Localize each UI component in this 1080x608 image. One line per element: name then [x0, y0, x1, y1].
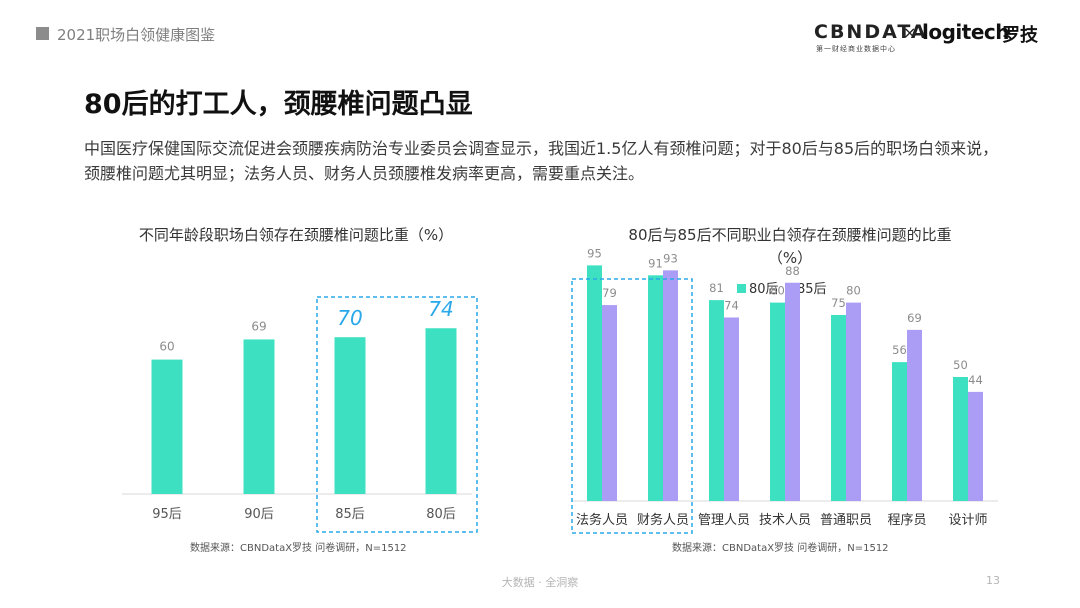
chart2-bar-80后 — [648, 275, 663, 501]
chart1-data-label: 74 — [428, 297, 453, 321]
logitech-cn-logo: 罗技 — [1002, 25, 1038, 46]
chart1-bar — [334, 337, 366, 494]
chart2-bar-85后 — [968, 391, 983, 501]
legend-label-85: 85后 — [797, 282, 827, 297]
chart1-bar — [243, 339, 275, 494]
chart1-tick-label: 80后 — [426, 507, 456, 522]
chart2-data-label: 93 — [663, 251, 678, 265]
cbndata-logo: CBNDATA — [814, 21, 928, 43]
chart2-data-label: 81 — [709, 281, 724, 295]
cbndata-subtitle: 第一财经商业数据中心 — [816, 45, 896, 53]
logitech-logo: logitech — [922, 20, 1010, 44]
chart1-bar — [425, 328, 457, 494]
chart2-data-label: 50 — [953, 358, 968, 372]
chart2-bar-80后 — [831, 315, 846, 501]
chart2-data-label: 88 — [785, 264, 800, 278]
chart1-tick-label: 95后 — [152, 507, 182, 522]
chart2-tick-label: 管理人员 — [698, 513, 750, 528]
chart2-title-unit: （%） — [768, 249, 812, 267]
chart2-bar-85后 — [907, 329, 922, 501]
footer-slogan: 大数据 · 全洞察 — [501, 576, 579, 589]
chart2-tick-label: 程序员 — [887, 513, 926, 528]
chart1-data-label: 69 — [251, 319, 266, 333]
chart2-data-label: 74 — [724, 298, 739, 312]
chart2-tick-label: 设计师 — [948, 513, 987, 528]
chart1-data-label: 70 — [337, 306, 362, 330]
chart2-title: 80后与85后不同职业白领存在颈腰椎问题的比重 — [628, 226, 951, 244]
report-title: 2021职场白领健康图鉴 — [57, 26, 216, 44]
legend-swatch-80 — [737, 284, 746, 293]
chart1-tick-label: 85后 — [335, 507, 365, 522]
intro-paragraph: 中国医疗保健国际交流促进会颈腰疾病防治专业委员会调查显示，我国近1.5亿人有颈椎… — [84, 139, 999, 183]
chart1-bar — [151, 359, 183, 494]
chart2-data-label: 80 — [846, 284, 861, 298]
chart1-highlight-box — [316, 296, 478, 533]
chart1-source: 数据来源：CBNDataX罗技 问卷调研，N=1512 — [190, 541, 407, 554]
chart2-tick-label: 技术人员 — [759, 513, 811, 528]
chart2-data-label: 91 — [648, 256, 663, 270]
chart2-bar-80后 — [892, 362, 907, 501]
chart2-data-label: 69 — [907, 311, 922, 325]
chart1-data-label: 60 — [159, 340, 174, 354]
chart2-data-label: 79 — [602, 286, 617, 300]
chart2-bar-80后 — [953, 377, 968, 501]
page-number: 13 — [986, 574, 1000, 587]
chart2-bar-80后 — [770, 302, 785, 501]
chart2-data-label: 95 — [587, 246, 602, 260]
chart2-data-label: 80 — [770, 284, 785, 298]
chart2-bar-85后 — [663, 270, 678, 501]
chart2-bar-85后 — [785, 282, 800, 501]
chart2-bar-85后 — [724, 317, 739, 501]
legend-label-80: 80后 — [749, 282, 779, 297]
chart2-data-label: 75 — [831, 296, 846, 310]
chart2-bar-85后 — [846, 302, 861, 501]
chart2-highlight-box — [571, 278, 693, 534]
header-square-icon — [36, 27, 49, 40]
chart1-title: 不同年龄段职场白领存在颈腰椎问题比重（%） — [139, 226, 453, 244]
brand-separator: × — [903, 23, 917, 42]
chart2-bar-80后 — [587, 265, 602, 501]
chart2-tick-label: 财务人员 — [637, 512, 689, 528]
page-title: 80后的打工人，颈腰椎问题凸显 — [84, 89, 473, 120]
chart2-data-label: 44 — [968, 373, 983, 387]
chart2-data-label: 56 — [892, 343, 907, 357]
chart2-bar-80后 — [709, 300, 724, 501]
chart1-tick-label: 90后 — [244, 507, 274, 522]
chart2-tick-label: 普通职员 — [820, 513, 872, 528]
chart2-source: 数据来源：CBNDataX罗技 问卷调研，N=1512 — [672, 541, 889, 554]
chart2-bar-85后 — [602, 305, 617, 501]
chart2-tick-label: 法务人员 — [576, 512, 628, 528]
